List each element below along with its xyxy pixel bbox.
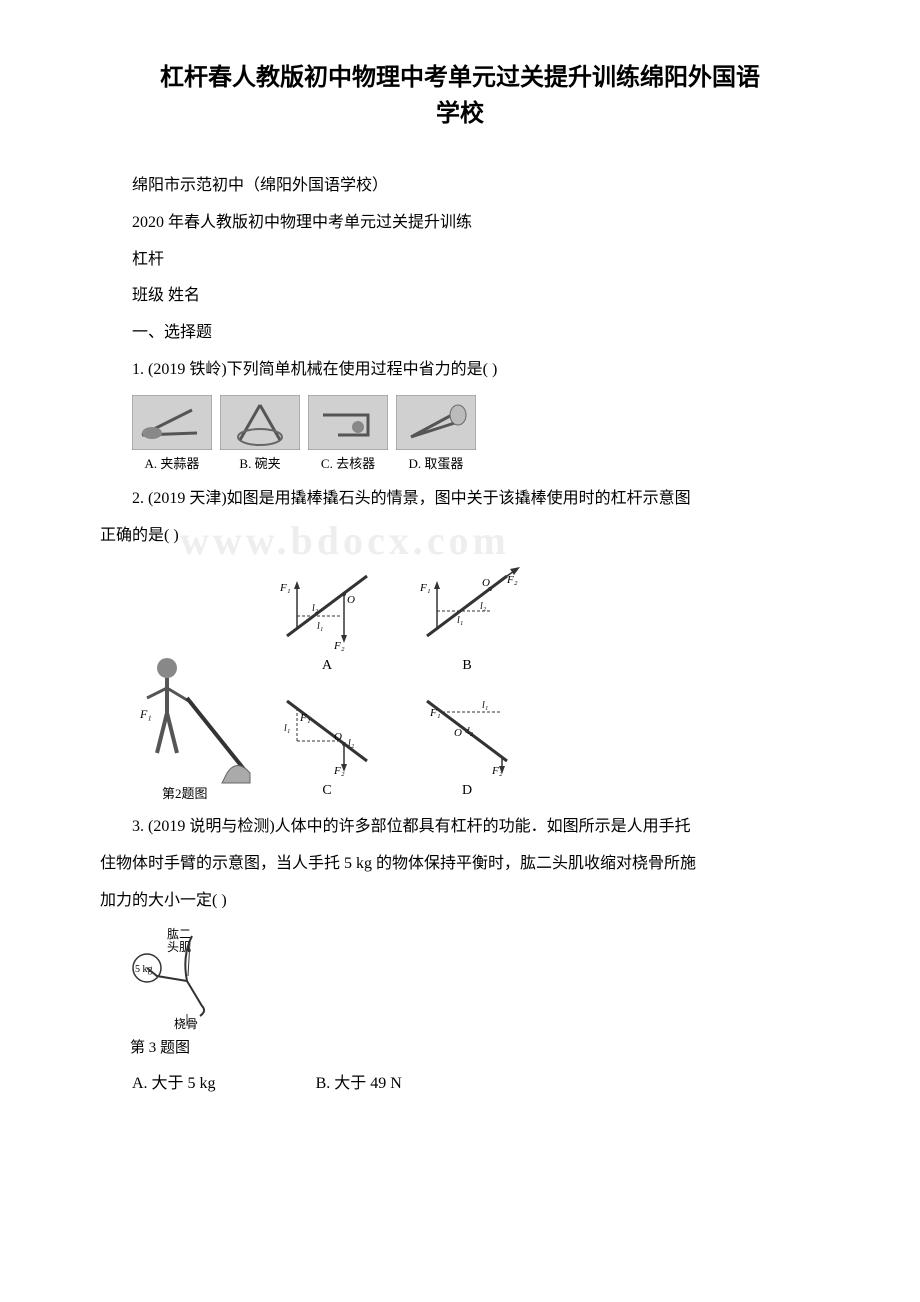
doc-title-line2: 学校 [100,96,820,132]
svg-text:F₁: F₁ [429,707,441,719]
section-heading: 一、选择题 [100,319,820,348]
question-1-figures: A. 夹蒜器 B. 碗夹 C. 去核器 D. 取蛋器 [132,395,820,475]
q2-diagram-b: F₁ l₁ l₂ O F₂ B [412,561,522,678]
svg-text:F₁: F₁ [279,582,291,594]
q1-option-c: C. 去核器 [308,395,388,475]
q1-label-a: A. 夹蒜器 [132,452,212,475]
q2-label-c: C [272,778,382,803]
question-2-figures: F₁ 第2题图 F₁ l₂ l₁ O [132,561,820,803]
school-header: 绵阳市示范初中（绵阳外国语学校） [100,172,820,201]
svg-text:肱二: 肱二 [167,926,191,941]
svg-text:l₁: l₁ [457,615,463,626]
q1-option-b: B. 碗夹 [220,395,300,475]
egg-picker-icon [396,395,476,450]
svg-text:l₂: l₂ [312,603,319,614]
q2-diagram-c: F₁ l₁ O l₂ F₂ C [272,686,382,803]
svg-text:O: O [454,727,462,739]
svg-text:l₁: l₁ [482,700,488,711]
q2-diagram-a: F₁ l₂ l₁ O F₂ A [272,561,382,678]
q1-option-d: D. 取蛋器 [396,395,476,475]
q2-label-d: D [412,778,522,803]
question-3-figure: 肱二 头肌 5 kg 桡骨 [132,926,820,1031]
question-3-text-3: 加力的大小一定( ) [100,887,820,916]
svg-text:F₂: F₂ [333,765,345,776]
pitter-icon [308,395,388,450]
q1-label-d: D. 取蛋器 [396,452,476,475]
question-3-options: A. 大于 5 kg B. 大于 49 N [132,1070,820,1099]
svg-text:F₁: F₁ [419,582,431,594]
svg-text:第2题图: 第2题图 [162,786,208,801]
svg-text:桡骨: 桡骨 [174,1016,198,1031]
svg-text:F₂: F₂ [333,640,345,651]
q2-diagram-d: F₁ l₁ l₂ O F₂ D [412,686,522,803]
q2-label-b: B [412,653,522,678]
question-2-text-1: 2. (2019 天津)如图是用撬棒撬石头的情景，图中关于该撬棒使用时的杠杆示意… [100,485,820,514]
question-2-text-2: 正确的是( ) [100,522,820,551]
svg-text:F₁: F₁ [299,712,311,724]
doc-title-line1: 杠杆春人教版初中物理中考单元过关提升训练绵阳外国语 [100,60,820,96]
q2-person-figure: F₁ 第2题图 [132,643,252,803]
svg-text:l₁: l₁ [317,621,323,632]
q1-label-c: C. 去核器 [308,452,388,475]
question-3-text-2: 住物体时手臂的示意图，当人手托 5 kg 的物体保持平衡时，肱二头肌收缩对桡骨所… [100,850,820,879]
q1-label-b: B. 碗夹 [220,452,300,475]
class-name-header: 班级 姓名 [100,282,820,311]
bowl-clip-icon [220,395,300,450]
svg-text:F₁: F₁ [139,707,152,721]
question-3-text-1: 3. (2019 说明与检测)人体中的许多部位都具有杠杆的功能．如图所示是人用手… [100,813,820,842]
topic-header: 杠杆 [100,246,820,275]
svg-text:l₂: l₂ [348,738,355,749]
svg-text:F₂: F₂ [491,765,503,776]
question-3-caption: 第 3 题图 [130,1035,820,1062]
garlic-press-icon [132,395,212,450]
year-header: 2020 年春人教版初中物理中考单元过关提升训练 [100,209,820,238]
q1-option-a: A. 夹蒜器 [132,395,212,475]
q2-label-a: A [272,653,382,678]
question-1-text: 1. (2019 铁岭)下列简单机械在使用过程中省力的是( ) [100,356,820,385]
svg-text:O: O [482,577,490,589]
svg-text:O: O [334,731,342,743]
q3-option-b: B. 大于 49 N [316,1070,402,1099]
svg-text:F₂: F₂ [506,574,518,586]
q3-option-a: A. 大于 5 kg [132,1070,216,1099]
svg-text:l₁: l₁ [284,723,290,734]
svg-text:l₂: l₂ [480,601,487,612]
svg-text:O: O [347,594,355,606]
